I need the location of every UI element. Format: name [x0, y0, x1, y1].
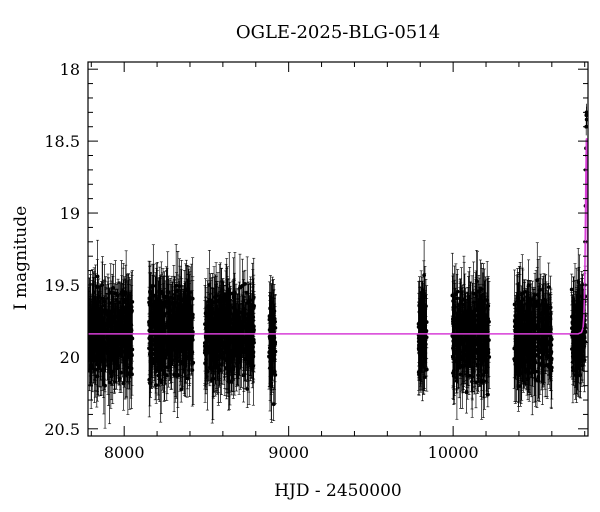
y-tick-label: 18	[60, 60, 80, 79]
data-point	[125, 337, 130, 367]
chart-title: OGLE-2025-BLG-0514	[236, 22, 440, 43]
y-tick-label: 20.5	[44, 420, 80, 439]
data-point	[98, 283, 102, 341]
data-point	[164, 276, 169, 328]
y-axis-label: I magnitude	[11, 206, 31, 310]
plot-area	[88, 103, 588, 429]
data-point	[127, 292, 132, 362]
y-tick-label: 18.5	[44, 132, 80, 151]
data-point	[104, 293, 109, 355]
data-point	[110, 273, 115, 335]
x-tick-label: 9000	[268, 443, 309, 462]
data-point	[116, 300, 121, 383]
x-tick-label: 10000	[428, 443, 479, 462]
data-point	[124, 330, 129, 398]
data-point	[114, 327, 119, 384]
data-point	[106, 325, 111, 406]
data-point	[94, 345, 99, 408]
data-point	[100, 303, 105, 387]
y-tick-label: 20	[60, 348, 80, 367]
y-tick-label: 19	[60, 204, 80, 223]
data-point	[121, 267, 126, 324]
x-tick-label: 8000	[104, 443, 145, 462]
data-point	[120, 297, 124, 364]
x-axis-label: HJD - 2450000	[274, 481, 402, 501]
data-points	[88, 103, 588, 429]
y-tick-label: 19.5	[44, 276, 80, 295]
